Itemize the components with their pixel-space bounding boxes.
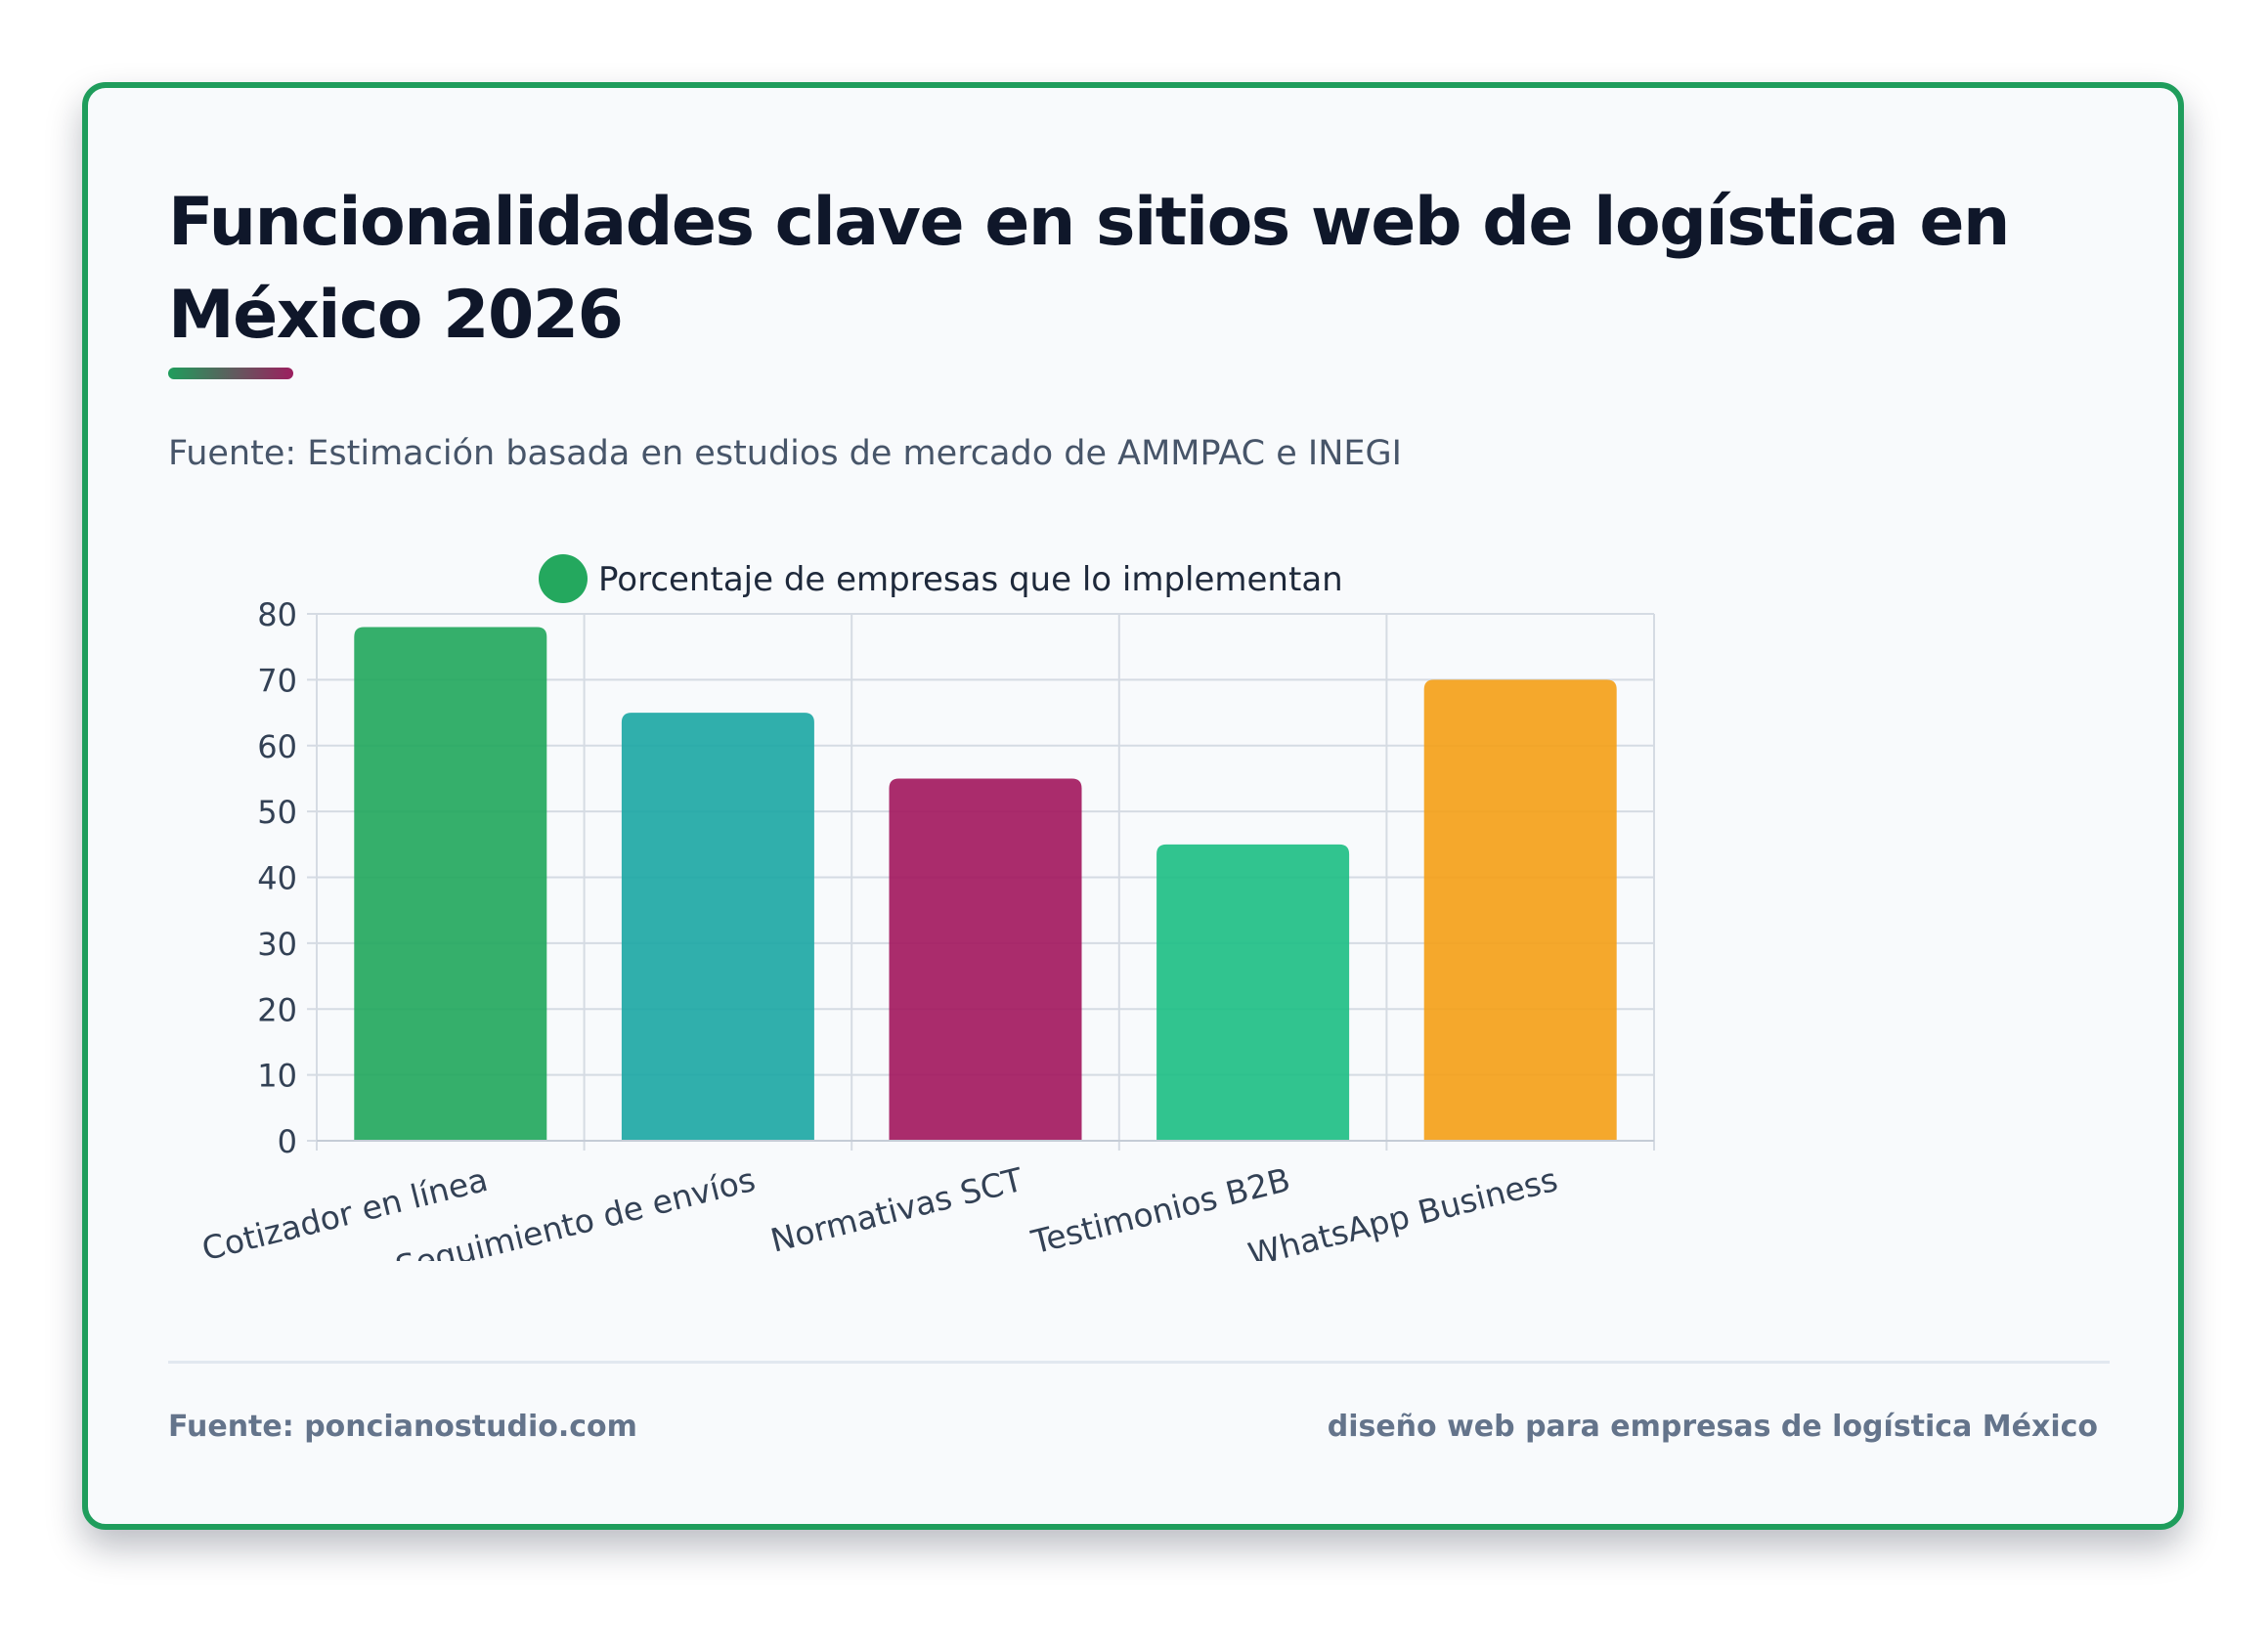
- bar-0[interactable]: [354, 627, 547, 1141]
- footer-tagline: diseño web para empresas de logística Mé…: [1327, 1410, 2098, 1444]
- y-tick-label: 80: [257, 596, 297, 633]
- bar-3[interactable]: [1156, 844, 1350, 1141]
- y-tick-label: 40: [257, 860, 297, 897]
- y-tick-label: 30: [257, 926, 297, 963]
- chart-legend[interactable]: Porcentaje de empresas que lo implementa…: [539, 554, 1343, 603]
- legend-label[interactable]: Porcentaje de empresas que lo implementa…: [598, 560, 1343, 599]
- legend-swatch[interactable]: [539, 554, 588, 603]
- bar-1[interactable]: [621, 713, 814, 1141]
- bar-2[interactable]: [889, 778, 1082, 1141]
- footer-source: Fuente: poncianostudio.com: [168, 1410, 637, 1444]
- page-title: Funcionalidades clave en sitios web de l…: [168, 184, 2010, 354]
- bar-4[interactable]: [1423, 679, 1617, 1141]
- footer-divider: [168, 1361, 2110, 1364]
- y-tick-label: 50: [257, 794, 297, 831]
- y-tick-label: 10: [257, 1058, 297, 1095]
- chart-bars: [354, 627, 1617, 1141]
- chart-card: Funcionalidades clave en sitios web de l…: [82, 82, 2184, 1530]
- page-subtitle: Fuente: Estimación basada en estudios de…: [168, 434, 1402, 473]
- x-tick-label: Normativas SCT: [766, 1160, 1026, 1260]
- y-tick-label: 20: [257, 991, 297, 1028]
- y-tick-label: 60: [257, 728, 297, 765]
- y-tick-label: 70: [257, 662, 297, 699]
- title-accent-bar: [168, 368, 293, 379]
- y-tick-label: 0: [278, 1123, 297, 1160]
- x-tick-label: WhatsApp Business: [1244, 1160, 1561, 1261]
